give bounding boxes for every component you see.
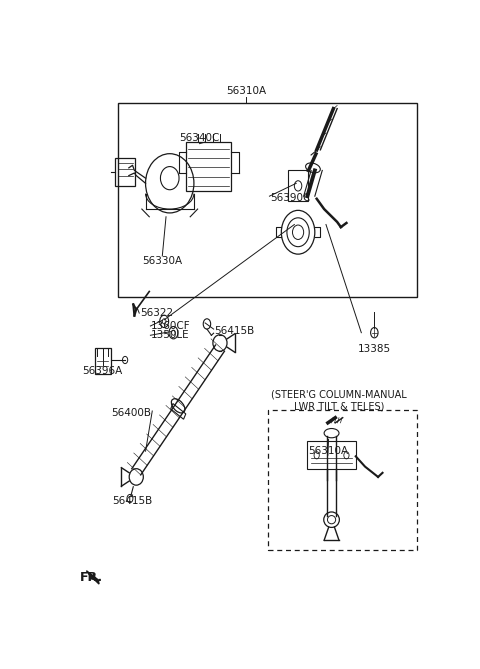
Bar [118,104,417,296]
Text: 1360CF: 1360CF [151,321,191,331]
Text: 1350LE: 1350LE [151,330,190,341]
Text: FR.: FR. [80,571,103,584]
Bar [95,348,111,374]
Text: 56340C: 56340C [180,133,220,143]
Bar [186,142,231,191]
Text: 56310A: 56310A [226,86,266,96]
Bar [288,171,308,201]
Text: 13385: 13385 [358,344,391,354]
Bar [268,410,417,550]
Text: (STEER'G COLUMN-MANUAL
LWR TILT & TELES): (STEER'G COLUMN-MANUAL LWR TILT & TELES) [271,390,407,411]
Bar [115,158,135,187]
Text: 56330A: 56330A [142,256,182,266]
Polygon shape [86,571,99,584]
Text: 56322: 56322 [140,308,173,318]
Text: 56390C: 56390C [270,193,311,203]
Text: 56400B: 56400B [111,407,151,417]
Text: 56310A: 56310A [308,446,348,456]
Bar [307,441,356,469]
Bar [171,403,186,419]
Text: 56415B: 56415B [215,326,254,336]
Text: 56396A: 56396A [83,366,123,376]
Text: 56415B: 56415B [112,496,153,506]
